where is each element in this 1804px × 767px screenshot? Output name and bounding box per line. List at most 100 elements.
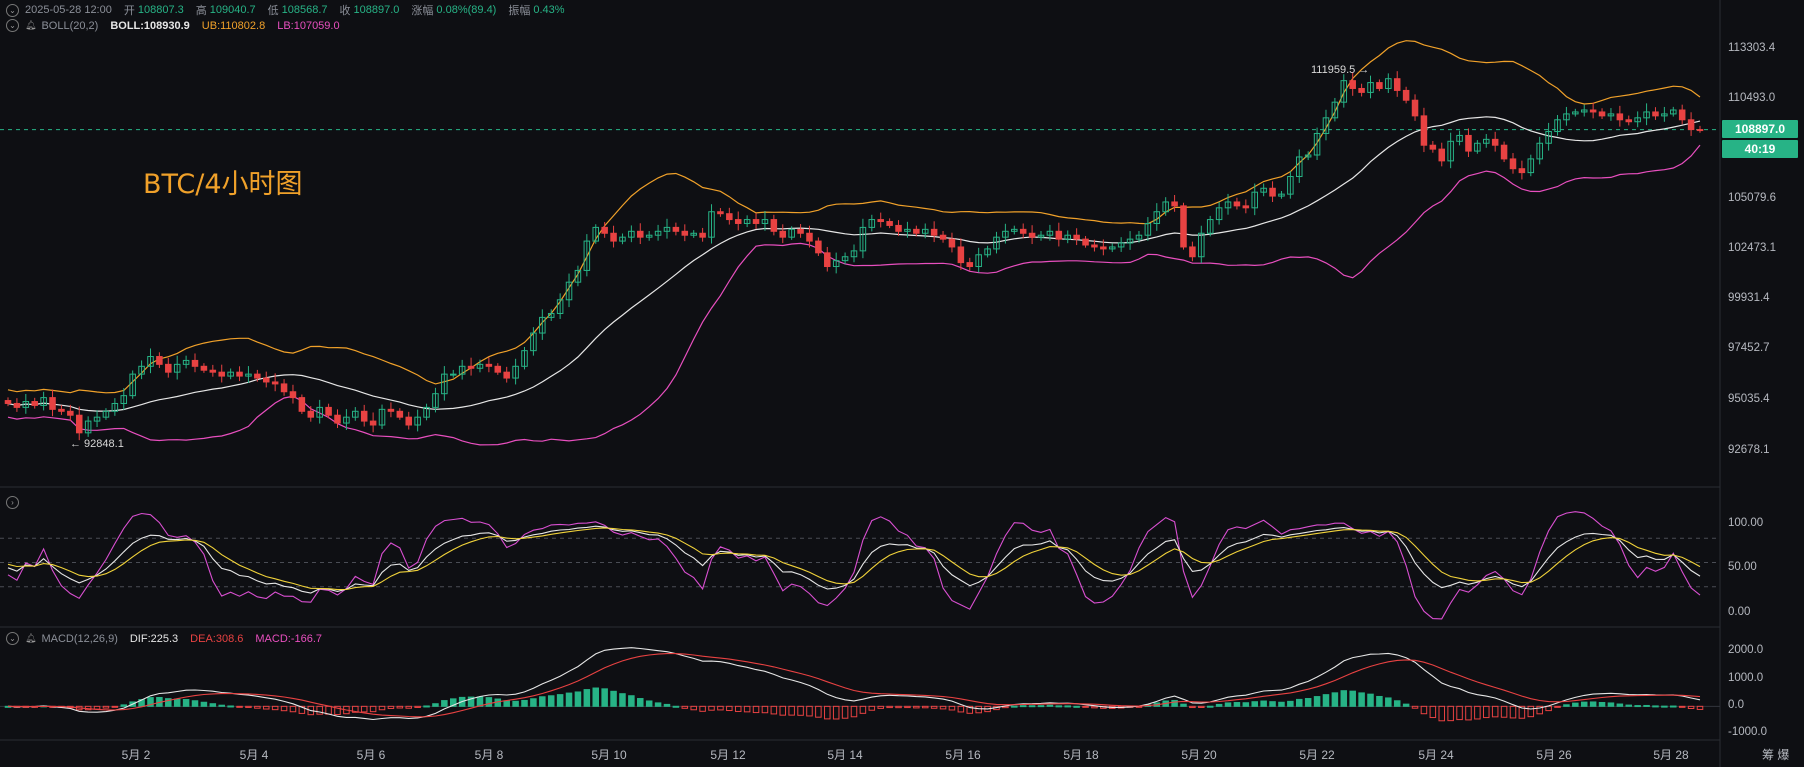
macd-histogram-bar [1670, 705, 1677, 708]
price-tick-label: 105079.6 [1728, 192, 1776, 204]
macd-histogram-bar [708, 705, 715, 711]
price-tick-label: 95035.4 [1728, 393, 1770, 405]
macd-histogram-bar [1536, 705, 1543, 715]
macd-histogram-bar [779, 705, 787, 716]
macd-histogram-bar [637, 698, 644, 707]
candle-body [1304, 154, 1312, 158]
macd-histogram-bar [485, 697, 493, 707]
collapse-chevron-icon[interactable]: ⌄ [6, 19, 19, 32]
candle-countdown-tag: 40:19 [1722, 140, 1798, 158]
macd-histogram-bar [681, 705, 689, 709]
macd-histogram-bar [654, 702, 662, 707]
candle-body [414, 416, 421, 426]
candle-body [441, 373, 448, 395]
candle-body [1171, 201, 1178, 207]
candle-body [530, 332, 537, 352]
macd-histogram-bar [227, 705, 234, 708]
candle-body [913, 228, 920, 234]
price-tick-label: 99931.4 [1728, 292, 1770, 304]
high-value: 109040.7 [209, 4, 256, 16]
candle-body [628, 230, 635, 238]
candle-body [58, 408, 65, 412]
candle-body [1687, 119, 1695, 131]
bell-icon[interactable]: 🔔︎ [25, 20, 37, 30]
macd-histogram-bar [1011, 705, 1018, 708]
candle-body [165, 363, 172, 373]
macd-name: MACD(12,26,9) [41, 632, 118, 645]
macd-histogram-bar [921, 705, 929, 709]
candle-body [1082, 238, 1089, 246]
candle-body [708, 211, 715, 238]
open-label: 开 [123, 5, 135, 17]
bell-icon[interactable]: 🔔︎ [25, 633, 37, 643]
candle-body [1358, 87, 1365, 93]
amplitude-value: 0.43% [533, 4, 565, 16]
collapse-chevron-icon[interactable]: ⌄ [6, 3, 19, 17]
macd-histogram-bar [262, 705, 270, 710]
price-tick-label: 110493.0 [1728, 92, 1776, 104]
candle-body [886, 221, 893, 226]
candle-body [93, 416, 101, 422]
candle-body [521, 350, 528, 367]
macd-histogram-bar [1447, 705, 1454, 722]
macd-histogram-bar [147, 697, 154, 707]
candle-body [1411, 99, 1419, 117]
candle-body [610, 232, 617, 242]
macd-histogram-bar [1064, 705, 1071, 708]
candle-body [761, 219, 769, 224]
macd-histogram-bar [414, 705, 421, 708]
macd-histogram-bar [601, 688, 608, 707]
candle-body [218, 371, 225, 377]
candle-body [1144, 222, 1152, 236]
candle-body [458, 365, 466, 375]
candle-body [895, 224, 902, 232]
macd-histogram-bar [1340, 690, 1348, 707]
macd-histogram-bar [1269, 701, 1276, 707]
candle-body [1474, 142, 1481, 152]
price-tick-label: 113303.4 [1728, 42, 1776, 54]
candle-body [325, 406, 332, 416]
candle-body [824, 252, 831, 268]
macd-histogram-bar [1367, 693, 1374, 707]
candle-body [1643, 111, 1650, 119]
macd-histogram-bar [752, 705, 760, 714]
collapse-chevron-icon[interactable]: ⌄ [6, 632, 19, 645]
macd-histogram-bar [298, 705, 306, 714]
candles-layer [4, 71, 1704, 441]
kdj-layer [0, 511, 1720, 620]
macd-histogram-bar [1189, 705, 1196, 709]
candle-body [1465, 134, 1472, 152]
macd-histogram-bar [1634, 705, 1641, 708]
macd-histogram-bar [1438, 705, 1446, 722]
date-tick-label: 5月 6 [356, 748, 386, 762]
candle-body [120, 395, 128, 404]
macd-histogram-bar [387, 705, 395, 709]
boll-band-layer [7, 40, 1701, 446]
candle-body [1652, 111, 1659, 117]
chips-liquidation-toggle[interactable]: 筹 爆 [1762, 748, 1790, 762]
expand-chevron-icon[interactable]: › [6, 496, 19, 509]
boll-legend: ⌄ 🔔︎ BOLL(20,2) BOLL:108930.9 UB:110802.… [6, 19, 340, 32]
macd-histogram-bar [1474, 705, 1481, 720]
kdj-tick-label: 50.00 [1728, 561, 1757, 573]
macd-histogram-bar [1652, 705, 1659, 708]
macd-histogram-bar [645, 700, 653, 707]
macd-histogram-bar [1687, 705, 1695, 710]
date-tick-label: 5月 24 [1418, 748, 1454, 762]
macd-histogram-bar [1358, 692, 1365, 707]
close-value: 108897.0 [353, 4, 400, 16]
kdj-k-line [7, 525, 1701, 594]
candle-body [1278, 193, 1285, 197]
macd-histogram-bar [1349, 690, 1356, 707]
macd-histogram-bar [1242, 702, 1250, 707]
macd-histogram-bar [1091, 705, 1098, 709]
macd-histogram-bar [1260, 700, 1267, 707]
candle-body [1189, 246, 1196, 258]
candle-body [503, 371, 510, 379]
macd-hist-value: MACD:-166.7 [255, 632, 323, 645]
close-label: 收 [339, 5, 351, 17]
macd-histogram-bar [1456, 705, 1463, 721]
macd-histogram-bar [173, 698, 181, 707]
macd-histogram-bar [975, 705, 982, 714]
